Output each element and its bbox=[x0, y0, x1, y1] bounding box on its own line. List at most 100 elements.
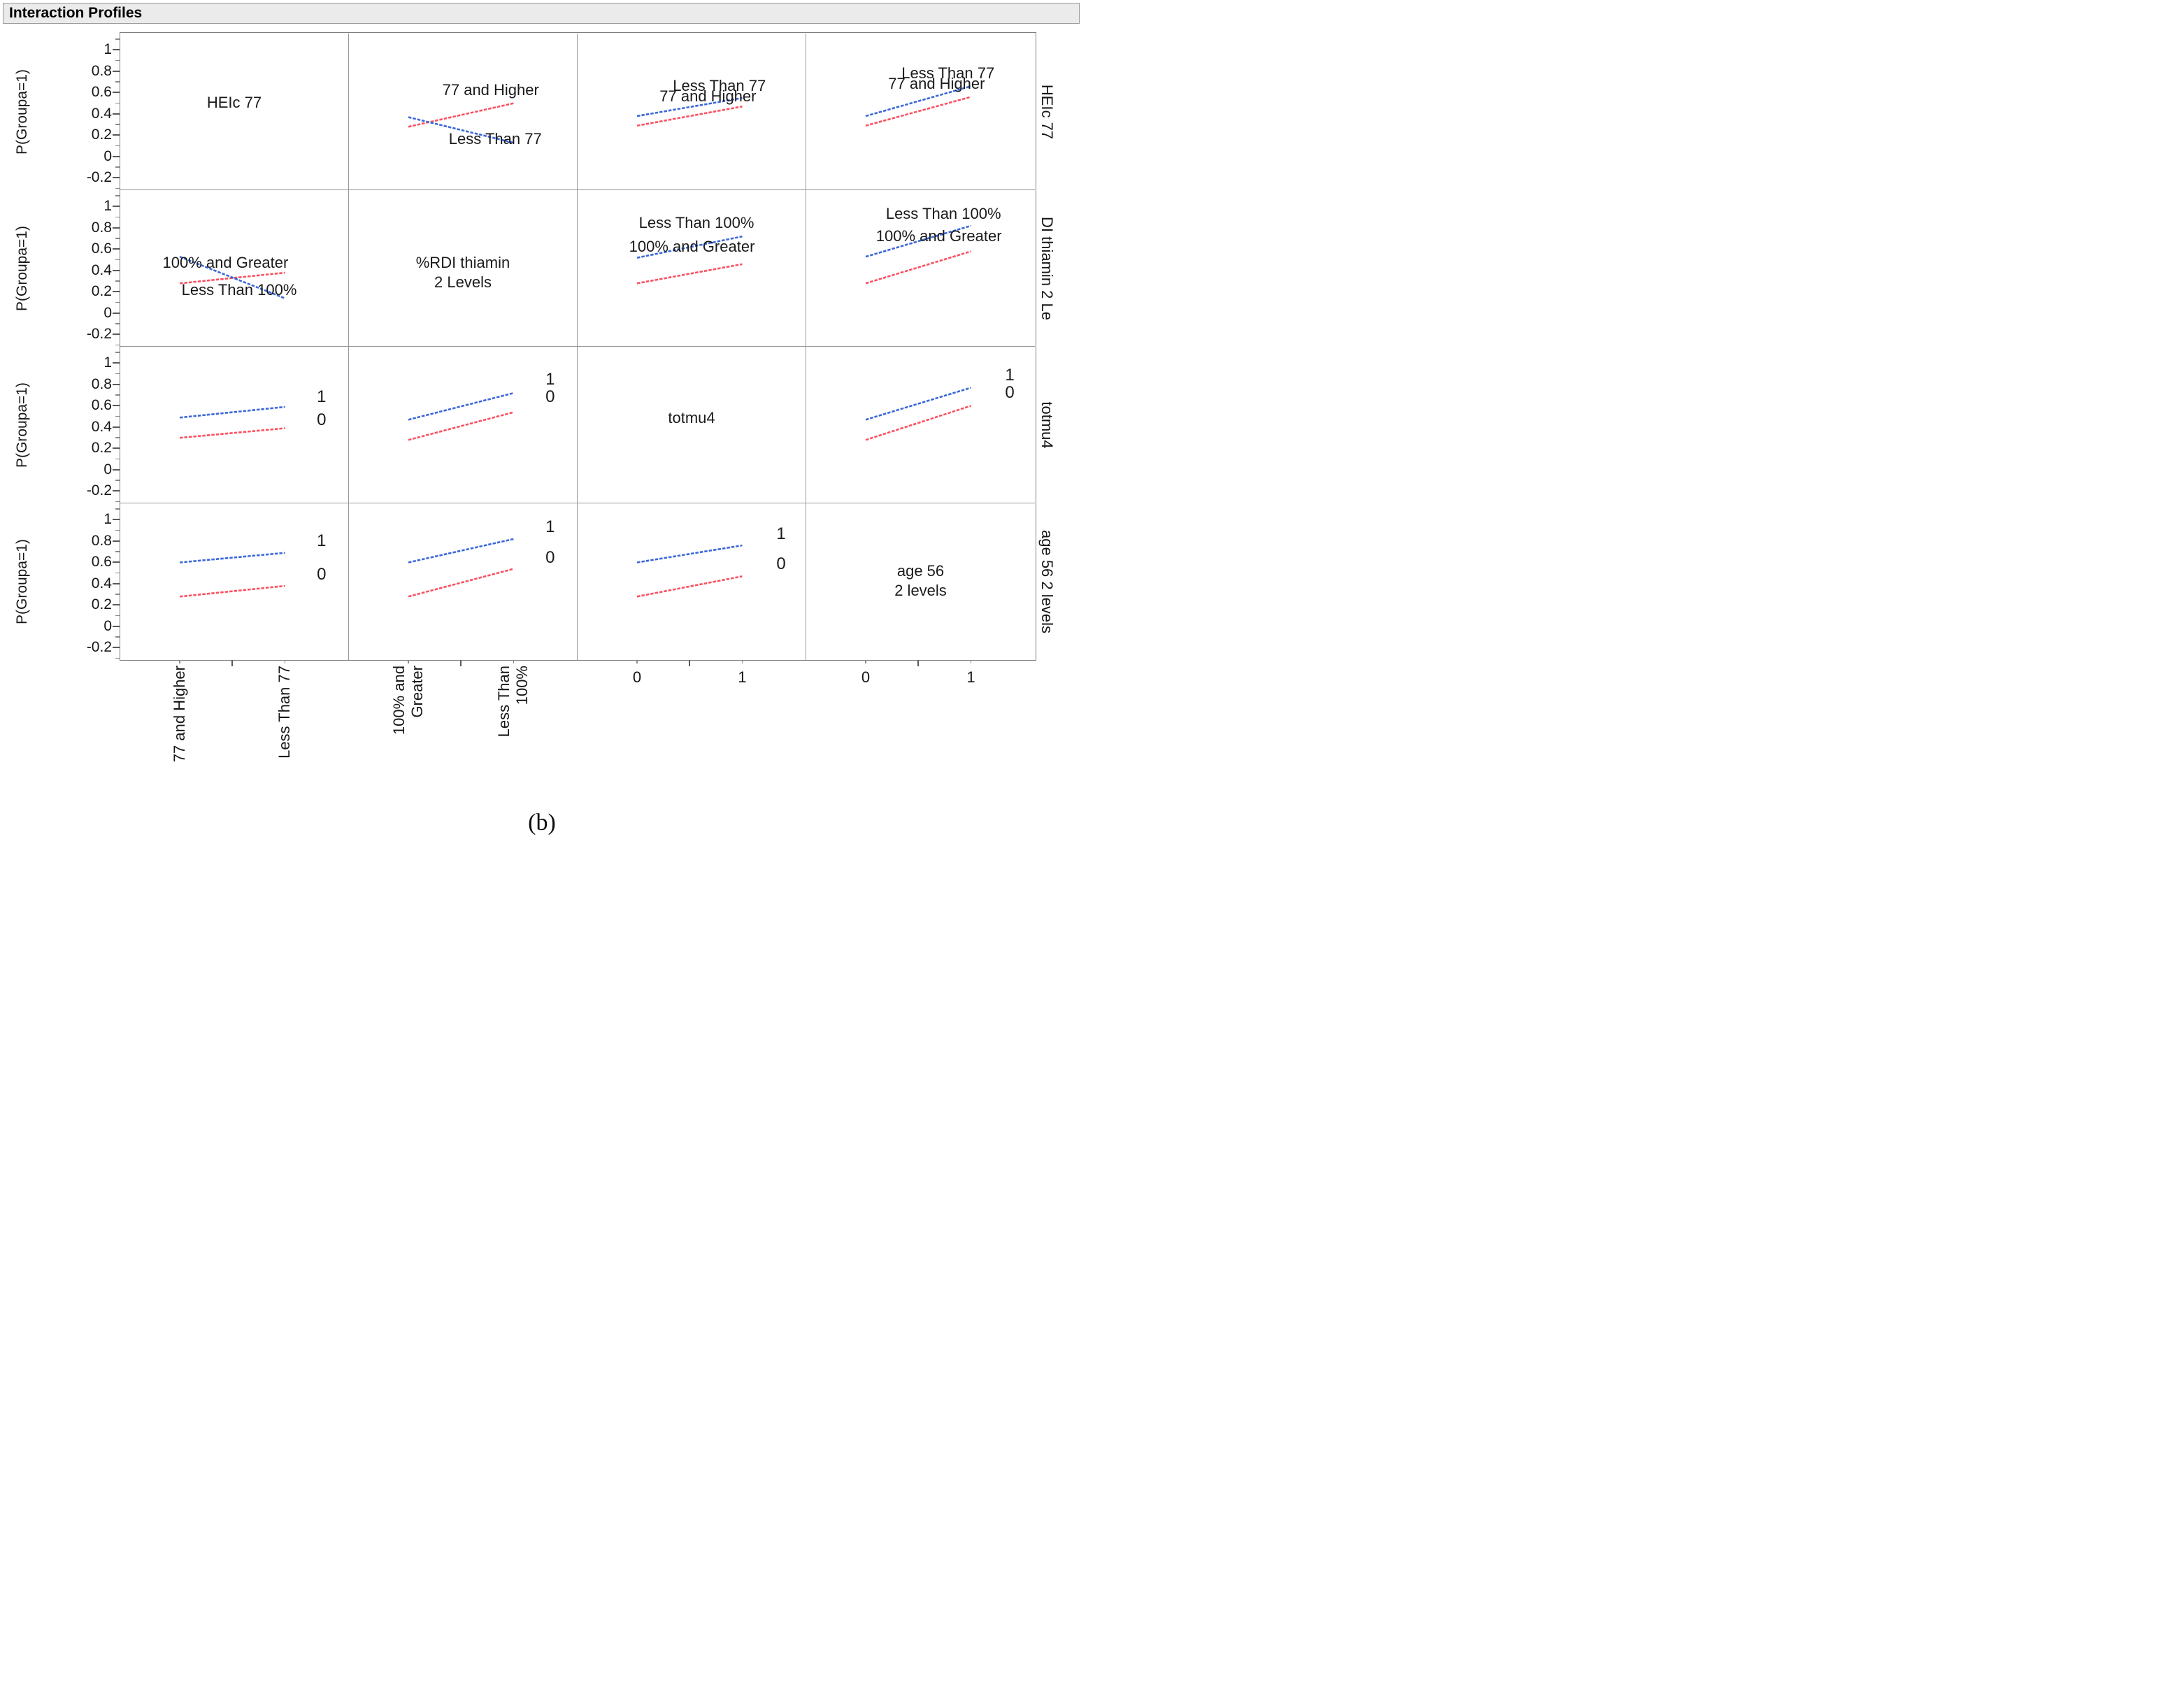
line-level-label: Less Than 77 bbox=[673, 76, 766, 94]
profile-cell-r0c3: Less Than 77 77 and Higher bbox=[806, 34, 1035, 190]
interaction-line-blue bbox=[636, 544, 743, 564]
y-axis-major-tick bbox=[113, 333, 120, 335]
factor-diagonal-label-line: 2 Levels bbox=[434, 273, 492, 291]
y-axis-major-tick bbox=[113, 519, 120, 520]
y-axis-minor-tick bbox=[115, 102, 120, 103]
y-axis-minor-tick bbox=[115, 259, 120, 260]
y-axis-minor-tick bbox=[115, 195, 120, 196]
x-axis-category-label: Less Than 77 bbox=[276, 665, 294, 759]
factor-diagonal-label-line: HEIc 77 bbox=[206, 94, 262, 112]
y-axis-major-tick bbox=[113, 540, 120, 542]
y-axis-tick-label: 0 bbox=[103, 461, 112, 478]
x-axis-mid-tick bbox=[917, 659, 920, 666]
interaction-line-red bbox=[179, 426, 285, 439]
y-axis-major-tick bbox=[113, 647, 120, 648]
y-axis-minor-tick bbox=[115, 501, 120, 502]
line-level-label: Less Than 77 bbox=[901, 64, 995, 82]
interaction-line-blue bbox=[636, 235, 743, 259]
y-axis-tick-label: -0.2 bbox=[86, 169, 112, 185]
y-axis-minor-tick bbox=[115, 301, 120, 303]
line-level-label: Less Than 100% bbox=[885, 204, 1001, 222]
x-axis-category-tick bbox=[636, 659, 638, 663]
interaction-line-red bbox=[865, 250, 971, 285]
x-axis-category-label: 0 bbox=[861, 668, 871, 686]
line-level-label: 1 bbox=[317, 387, 327, 406]
matrix-row-factor-label: totmu4 bbox=[1038, 401, 1056, 449]
y-axis-major-tick bbox=[113, 468, 120, 471]
profile-cell-r1c3: Less Than 100% 100% and Greater bbox=[806, 190, 1035, 347]
line-level-label: 1 bbox=[545, 517, 555, 536]
y-axis-minor-tick bbox=[115, 81, 120, 82]
y-axis-major-tick bbox=[113, 134, 120, 136]
y-axis-tick-label: 0.6 bbox=[91, 84, 112, 100]
line-level-label: Less Than 100% bbox=[181, 281, 297, 299]
interaction-line-red bbox=[865, 404, 971, 441]
profile-cell-r0c0: HEIc 77 bbox=[120, 33, 349, 190]
y-axis-minor-tick bbox=[115, 551, 120, 552]
y-axis-tick-label: 0.2 bbox=[91, 127, 112, 143]
x-axis-mid-tick bbox=[231, 659, 234, 666]
y-axis-tick-label: -0.2 bbox=[86, 482, 112, 498]
interaction-lines-plot bbox=[179, 406, 285, 439]
interaction-line-red bbox=[636, 575, 743, 598]
profile-cell-r0c1: 77 and Higher Less Than 77 bbox=[349, 33, 578, 190]
interaction-line-blue bbox=[865, 386, 971, 421]
x-axis-category-tick bbox=[970, 659, 972, 663]
x-axis-category-label: 0 bbox=[632, 668, 642, 686]
y-axis-major-tick bbox=[113, 426, 120, 428]
report-title-bar[interactable]: Interaction Profiles bbox=[3, 3, 1080, 24]
line-level-label: 0 bbox=[776, 554, 786, 574]
y-axis-major-tick bbox=[113, 561, 120, 563]
y-axis-tick-label: 0.8 bbox=[91, 219, 112, 236]
figure-caption: (b) bbox=[528, 810, 556, 835]
interaction-lines-plot bbox=[408, 101, 514, 143]
y-axis-minor-tick bbox=[115, 352, 120, 353]
y-axis-tick-label: 0.4 bbox=[91, 261, 112, 278]
line-level-label: 100% and Greater bbox=[162, 253, 289, 271]
y-axis-tick-label: 1 bbox=[103, 511, 112, 527]
interaction-line-red bbox=[636, 105, 743, 127]
y-axis-minor-tick bbox=[115, 323, 120, 324]
y-axis-minor-tick bbox=[115, 280, 120, 282]
x-axis-category-tick bbox=[284, 659, 286, 663]
y-axis-major-tick bbox=[113, 70, 120, 72]
y-axis-tick-label: 0.8 bbox=[91, 532, 112, 549]
line-level-label: 100% and Greater bbox=[629, 237, 755, 255]
factor-diagonal-label: totmu4 bbox=[578, 408, 806, 428]
y-axis-major-tick bbox=[113, 291, 120, 292]
interaction-line-red bbox=[179, 584, 285, 598]
interaction-line-blue bbox=[179, 551, 285, 564]
profile-cell-r2c2: totmu4 bbox=[578, 346, 806, 503]
y-axis-major-tick bbox=[113, 383, 120, 385]
y-axis-minor-tick bbox=[115, 529, 120, 531]
y-axis-minor-tick bbox=[115, 166, 120, 168]
line-level-label: 77 and Higher bbox=[888, 74, 985, 92]
matrix-row-factor-label: HEIc 77 bbox=[1038, 84, 1056, 139]
y-axis-major-tick bbox=[113, 582, 120, 584]
interaction-line-blue bbox=[179, 406, 285, 419]
y-axis-major-tick bbox=[113, 248, 120, 250]
profile-cell-r1c1: %RDI thiamin 2 Levels bbox=[349, 189, 578, 347]
interaction-lines-plot bbox=[865, 386, 971, 441]
y-axis-tick-label: 0 bbox=[103, 148, 112, 164]
interaction-lines-plot bbox=[408, 392, 514, 441]
line-level-label: 0 bbox=[317, 565, 327, 584]
y-axis-tick-label: 0.6 bbox=[91, 554, 112, 570]
x-axis-mid-tick bbox=[460, 659, 462, 666]
line-level-label: 77 and Higher bbox=[659, 87, 757, 106]
line-level-label: 100% and Greater bbox=[875, 227, 1002, 245]
interaction-lines-plot bbox=[179, 255, 285, 299]
y-axis-major-tick bbox=[113, 177, 120, 178]
line-level-label: Less Than 100% bbox=[638, 214, 754, 232]
y-axis-minor-tick bbox=[115, 344, 120, 345]
line-level-label: 1 bbox=[545, 370, 555, 389]
interaction-line-blue bbox=[408, 538, 514, 564]
factor-diagonal-label-line: %RDI thiamin bbox=[415, 253, 510, 271]
interaction-lines-plot bbox=[865, 224, 971, 285]
y-axis-tick-label: 0.2 bbox=[91, 283, 112, 299]
line-level-label: 1 bbox=[1005, 366, 1015, 385]
